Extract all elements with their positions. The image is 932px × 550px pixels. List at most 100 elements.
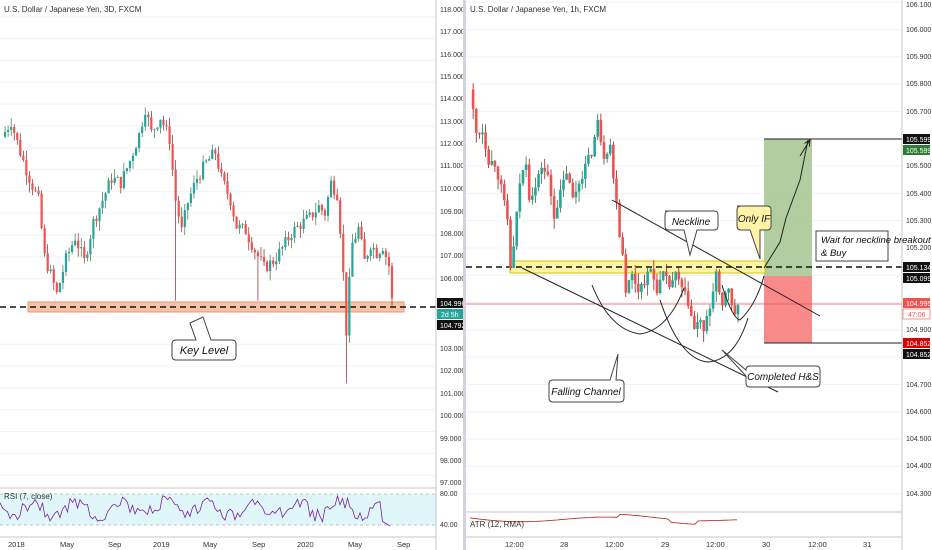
candle-body	[493, 160, 497, 167]
time-label: 12:00	[505, 540, 524, 549]
candle-body	[58, 283, 61, 293]
candle-body	[481, 132, 484, 135]
left-grid	[0, 16, 436, 476]
candle-body	[34, 189, 37, 191]
wait-breakout-label: Wait for neckline breakout & Buy	[821, 235, 932, 259]
candle-body	[165, 125, 168, 127]
candle-body	[540, 167, 543, 175]
candle-body	[159, 119, 162, 128]
candle-body	[61, 271, 65, 284]
candle-body	[605, 153, 609, 159]
candle-body	[43, 227, 46, 254]
candle-body	[110, 180, 113, 183]
candle-body	[369, 249, 372, 256]
left-price-axis[interactable]: 118.000 117.000 116.000 115.000 114.000 …	[437, 7, 465, 529]
channel-lower-line[interactable]	[521, 267, 779, 393]
candle-body	[387, 256, 391, 267]
candle-body	[241, 224, 244, 225]
rsi-label: RSI (7, close)	[4, 492, 53, 501]
right-grid	[466, 1, 902, 495]
candle-body	[733, 305, 737, 315]
candle-body	[643, 283, 646, 286]
candle-body	[83, 247, 86, 259]
channel-upper-line[interactable]	[611, 199, 821, 317]
rsi-pane: RSI (7, close)	[0, 487, 436, 527]
target-badge-green-text: 105.599	[906, 148, 931, 155]
projection-path[interactable]	[763, 139, 809, 269]
candle-body	[275, 261, 278, 265]
price-label: 108.000	[440, 231, 465, 238]
candle-body	[677, 271, 681, 280]
left-shoulder-arc[interactable]	[591, 284, 685, 335]
candle-body	[125, 168, 129, 172]
completed-hs-callout[interactable]: Completed H&S	[721, 349, 821, 388]
candle-body	[302, 218, 305, 229]
stop-badge-dark	[903, 349, 930, 359]
candle-body	[86, 254, 89, 259]
rsi-level-label: 40.00	[440, 522, 458, 529]
price-label: 105.400	[906, 191, 931, 198]
neckline-callout[interactable]: Neckline	[664, 210, 719, 257]
rsi-line	[0, 494, 391, 527]
candle-body	[577, 183, 581, 192]
price-label: 110.000	[440, 186, 465, 193]
price-label: 105.700	[906, 109, 931, 116]
candle-body	[574, 191, 578, 198]
candle-body	[562, 179, 565, 190]
candle-body	[372, 247, 375, 250]
only-if-callout[interactable]: Only IF	[736, 205, 772, 260]
candle-body	[499, 179, 503, 185]
stop-zone[interactable]	[764, 276, 812, 343]
left-time-axis[interactable]: 2018 May Sep 2019 May Sep 2020 May Sep	[8, 540, 410, 549]
key-level-callout[interactable]: Key Level	[171, 316, 237, 361]
rsi-band	[0, 494, 436, 525]
candle-body	[351, 242, 354, 277]
wait-breakout-callout[interactable]: Wait for neckline breakout & Buy	[815, 230, 932, 262]
head-arc[interactable]	[659, 299, 749, 363]
candle-body	[699, 320, 702, 323]
candle-body	[537, 174, 540, 188]
candle-body	[366, 255, 369, 259]
countdown-badge-text: 2d 5h	[441, 312, 459, 319]
price-label: 107.000	[440, 253, 465, 260]
right-time-axis[interactable]: 12:00 28 12:00 29 12:00 30 12:00 31	[505, 540, 871, 549]
candle-body	[668, 276, 671, 288]
candle-body	[183, 210, 186, 227]
candle-body	[363, 239, 366, 259]
candle-body	[174, 169, 177, 201]
candle-body	[119, 176, 122, 189]
price-label: 104.900	[906, 327, 931, 334]
candle-body	[77, 240, 80, 249]
time-label: Sep	[397, 540, 410, 549]
candle-body	[502, 184, 506, 201]
candle-body	[524, 164, 528, 170]
right-chart-panel[interactable]: Neckline Only IF Wait for neckline break…	[466, 0, 932, 550]
candle-body	[630, 273, 634, 281]
candle-body	[509, 219, 512, 269]
candle-body	[317, 205, 320, 213]
candle-body	[80, 247, 83, 249]
right-shoulder-arc[interactable]	[721, 275, 765, 321]
price-label: 112.000	[440, 141, 465, 148]
candle-body	[702, 320, 706, 332]
neckline-badge-text: 105.134	[906, 265, 931, 272]
falling-channel-callout[interactable]: Falling Channel	[548, 353, 625, 403]
candle-body	[696, 322, 699, 329]
candle-body	[571, 182, 575, 198]
candle-body	[360, 226, 363, 240]
candle-body	[177, 200, 180, 217]
candle-body	[37, 190, 40, 194]
candle-body	[390, 266, 394, 299]
candle-body	[518, 183, 522, 212]
left-chart-panel[interactable]: Key Level U.S. Dollar / Japanese Yen, 3D…	[0, 0, 465, 550]
price-label: 105.800	[906, 81, 931, 88]
candle-body	[527, 164, 531, 200]
candle-body	[683, 287, 687, 292]
candle-body	[531, 195, 534, 200]
price-label: 105.200	[906, 245, 931, 252]
candle-body	[150, 117, 153, 130]
candle-body	[101, 200, 104, 209]
candle-body	[113, 177, 116, 183]
time-label: 12:00	[605, 540, 624, 549]
right-price-axis[interactable]: 106.100 106.000 105.900 105.800 105.700 …	[902, 2, 931, 498]
